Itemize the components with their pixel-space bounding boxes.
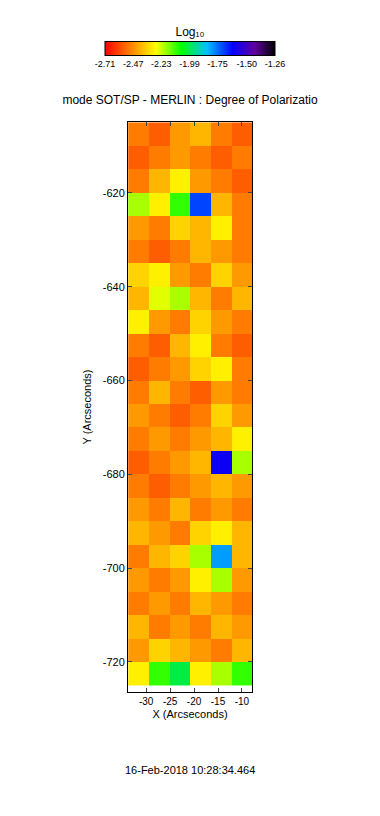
svg-text:-2.23: -2.23 xyxy=(151,59,172,69)
svg-text:-25: -25 xyxy=(163,696,178,707)
svg-text:-30: -30 xyxy=(139,696,154,707)
svg-text:-15: -15 xyxy=(211,696,226,707)
svg-text:-640: -640 xyxy=(103,281,125,293)
svg-text:-620: -620 xyxy=(103,187,125,199)
svg-text:-1.75: -1.75 xyxy=(207,59,228,69)
svg-text:mode SOT/SP - MERLIN : Degree: mode SOT/SP - MERLIN : Degree of Polariz… xyxy=(62,93,318,107)
svg-text:-660: -660 xyxy=(103,374,125,386)
svg-text:Log₁₀: Log₁₀ xyxy=(175,25,204,39)
svg-text:-700: -700 xyxy=(103,562,125,574)
svg-text:-680: -680 xyxy=(103,468,125,480)
svg-text:-2.47: -2.47 xyxy=(123,59,144,69)
svg-text:-1.99: -1.99 xyxy=(179,59,200,69)
svg-text:-2.71: -2.71 xyxy=(95,59,116,69)
svg-text:-20: -20 xyxy=(187,696,202,707)
svg-text:X (Arcseconds): X (Arcseconds) xyxy=(152,708,227,720)
svg-text:16-Feb-2018 10:28:34.464: 16-Feb-2018 10:28:34.464 xyxy=(125,764,255,776)
svg-text:-1.50: -1.50 xyxy=(237,59,258,69)
svg-text:Y (Arcseconds): Y (Arcseconds) xyxy=(81,370,93,445)
svg-text:-1.26: -1.26 xyxy=(265,59,286,69)
svg-text:-10: -10 xyxy=(235,696,250,707)
svg-text:-720: -720 xyxy=(103,656,125,668)
